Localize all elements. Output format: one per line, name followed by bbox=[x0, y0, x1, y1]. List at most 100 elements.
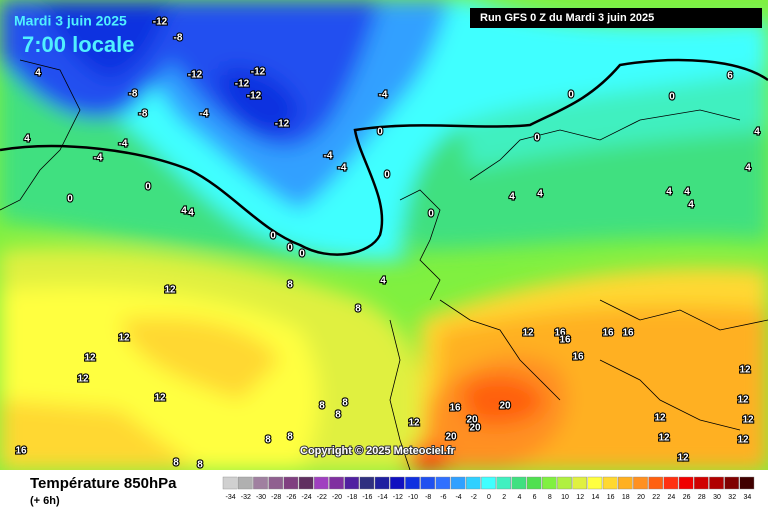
legend-label: 16 bbox=[607, 494, 615, 501]
legend-swatch bbox=[359, 476, 375, 490]
run-box bbox=[470, 8, 762, 28]
contour-label: 4 bbox=[666, 187, 672, 198]
zero-isotherm bbox=[0, 58, 768, 256]
legend-swatch bbox=[450, 476, 466, 490]
legend-swatch bbox=[253, 476, 268, 490]
contour-label: 8 bbox=[319, 401, 325, 412]
legend-label: 10 bbox=[561, 494, 569, 501]
contour-label: -12 bbox=[188, 70, 203, 81]
contour-label: 4 bbox=[509, 192, 515, 203]
legend-swatch bbox=[678, 476, 694, 490]
contour-label: 8 bbox=[335, 410, 341, 421]
contour-labels: -12-12 -12-12-12-12-8-8-8 -4-4-4 -4-4-400 00… bbox=[14, 16, 761, 472]
map-date: Mardi 3 juin 2025 bbox=[14, 13, 127, 29]
legend-label: 8 bbox=[548, 494, 552, 501]
contour-label: -12 bbox=[153, 17, 168, 28]
contour-label: 12 bbox=[522, 328, 534, 339]
contour-label: 8 bbox=[287, 280, 293, 291]
contour-label: 12 bbox=[408, 418, 420, 429]
footer-lead: (+ 6h) bbox=[30, 495, 60, 507]
legend-label: -34 bbox=[226, 494, 236, 501]
legend-swatch bbox=[694, 476, 709, 490]
legend-swatch bbox=[496, 476, 512, 490]
legend-label: -18 bbox=[347, 494, 357, 501]
legend-swatch bbox=[314, 476, 329, 490]
legend-swatch bbox=[526, 476, 542, 490]
contour-label: -4 bbox=[200, 109, 209, 120]
legend-label: -30 bbox=[256, 494, 266, 501]
contour-label: 12 bbox=[118, 333, 130, 344]
legend-label: 32 bbox=[728, 494, 736, 501]
legend-label: 28 bbox=[698, 494, 706, 501]
legend-label: 34 bbox=[744, 494, 752, 501]
legend-label: 24 bbox=[668, 494, 676, 501]
contour-label: 12 bbox=[739, 365, 751, 376]
contour-label: -8 bbox=[174, 33, 183, 44]
contour-label: -12 bbox=[275, 119, 290, 130]
contour-label: 0 bbox=[299, 249, 305, 260]
legend-label: 20 bbox=[637, 494, 645, 501]
contour-label: 20 bbox=[469, 423, 481, 434]
contour-label: 20 bbox=[466, 415, 478, 426]
contour-label: -4 bbox=[379, 90, 388, 101]
legend-label: 2 bbox=[502, 494, 506, 501]
contour-label: 0 bbox=[377, 127, 383, 138]
contour-label: 4 bbox=[754, 127, 760, 138]
contour-label: 0 bbox=[568, 90, 574, 101]
legend-swatch bbox=[390, 476, 405, 490]
legend-label: -20 bbox=[332, 494, 342, 501]
legend-label: -14 bbox=[378, 494, 388, 501]
legend-swatch bbox=[633, 476, 648, 490]
legend-swatch bbox=[602, 476, 618, 490]
legend-label: 12 bbox=[576, 494, 584, 501]
legend-swatch bbox=[420, 476, 436, 490]
contour-label: 0 bbox=[384, 170, 390, 181]
contour-label: 12 bbox=[154, 393, 166, 404]
contour-label: 4 bbox=[380, 276, 386, 287]
legend-swatch bbox=[466, 476, 481, 490]
legend-label: -24 bbox=[302, 494, 312, 501]
legend-swatch bbox=[618, 476, 633, 490]
legend-label: 0 bbox=[487, 494, 491, 501]
contour-label: 4 bbox=[688, 200, 694, 211]
contour-label: 4 bbox=[745, 163, 751, 174]
contour-label: 8 bbox=[355, 304, 361, 315]
contour-label: 16 bbox=[602, 328, 614, 339]
contour-label: 12 bbox=[742, 415, 754, 426]
contour-label: 4 bbox=[684, 187, 690, 198]
contour-label: 16 bbox=[572, 352, 584, 363]
legend-swatch bbox=[237, 476, 253, 490]
legend-label: -32 bbox=[241, 494, 251, 501]
contour-label: 12 bbox=[737, 435, 749, 446]
contour-label: 12 bbox=[164, 285, 176, 296]
contour-label: 20 bbox=[445, 432, 457, 443]
contour-label: -8 bbox=[139, 109, 148, 120]
legend-label: -22 bbox=[317, 494, 327, 501]
contour-label: 0 bbox=[145, 182, 151, 193]
temperature-field bbox=[0, 0, 768, 470]
contour-label: 0 bbox=[669, 92, 675, 103]
coastlines bbox=[0, 59, 768, 471]
contour-label: 8 bbox=[287, 432, 293, 443]
legend-label: 4 bbox=[517, 494, 521, 501]
contour-label: -4 bbox=[119, 139, 128, 150]
legend-label: -16 bbox=[362, 494, 372, 501]
contour-label: -12 bbox=[251, 67, 266, 78]
contour-label: -12 bbox=[247, 91, 262, 102]
contour-label: 8 bbox=[265, 435, 271, 446]
legend-swatch bbox=[268, 476, 284, 490]
legend-swatch bbox=[435, 476, 451, 490]
legend-label: 30 bbox=[713, 494, 721, 501]
legend-swatch bbox=[557, 476, 572, 490]
run-info: Run GFS 0 Z du Mardi 3 juin 2025 bbox=[480, 12, 654, 24]
legend-label: 14 bbox=[592, 494, 600, 501]
contour-label: 0 bbox=[428, 209, 434, 220]
legend-label: 6 bbox=[533, 494, 537, 501]
contour-label: 12 bbox=[84, 353, 96, 364]
legend-swatch bbox=[374, 476, 390, 490]
contour-label: 12 bbox=[654, 413, 666, 424]
legend-label: -6 bbox=[440, 494, 446, 501]
contour-label: 16 bbox=[449, 403, 461, 414]
map-time: 7:00 locale bbox=[22, 32, 135, 57]
